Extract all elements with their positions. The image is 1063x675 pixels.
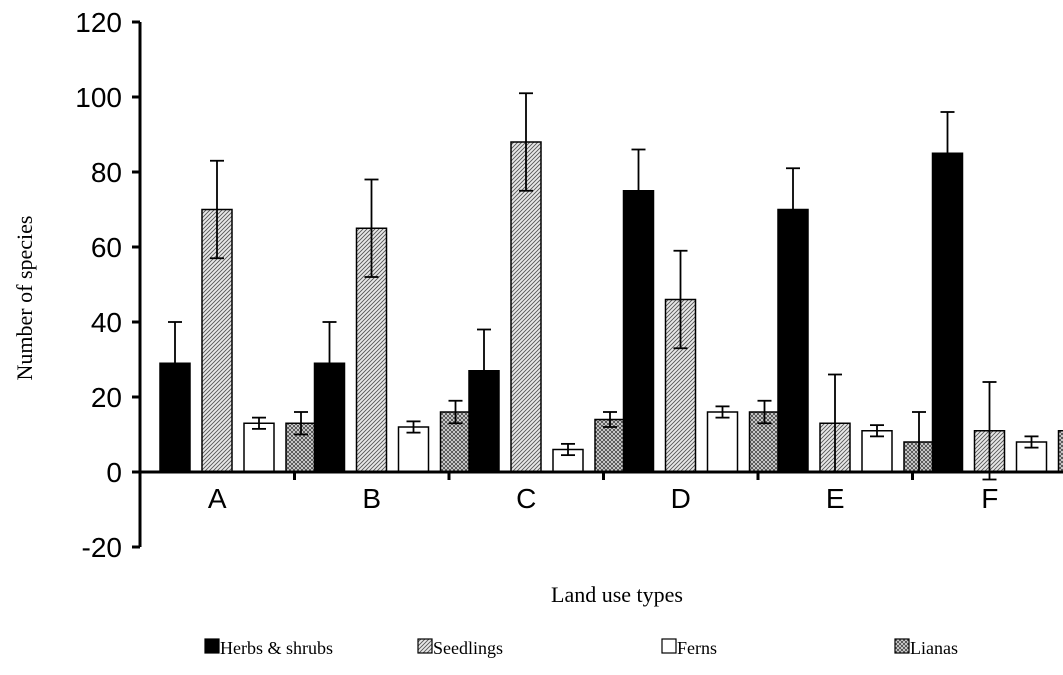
error-bar bbox=[982, 381, 997, 481]
legend-label: Herbs & shrubs bbox=[220, 638, 333, 658]
error-bar bbox=[561, 442, 575, 457]
legend-item: Lianas bbox=[894, 638, 958, 658]
error-bar bbox=[168, 321, 182, 406]
error-bar bbox=[322, 321, 337, 406]
y-tick-label: 80 bbox=[91, 157, 122, 188]
bar-ferns-b bbox=[397, 426, 430, 473]
error-bar bbox=[210, 159, 224, 260]
legend-swatch bbox=[417, 638, 433, 654]
category-label: C bbox=[516, 483, 536, 514]
y-axis: -20 0 20 40 60 80 100 120 bbox=[75, 7, 142, 563]
legend-item: Herbs & shrubs bbox=[204, 638, 333, 658]
legend-label: Lianas bbox=[910, 638, 958, 658]
category-label: D bbox=[671, 483, 691, 514]
legend-label: Ferns bbox=[677, 638, 717, 658]
error-bar bbox=[715, 405, 730, 419]
error-bar bbox=[406, 420, 421, 434]
y-axis-title: Number of species bbox=[12, 216, 37, 381]
error-bar bbox=[252, 416, 266, 430]
bar-ferns-a bbox=[243, 422, 275, 473]
category-label: A bbox=[208, 483, 227, 514]
y-tick-label: 40 bbox=[91, 307, 122, 338]
error-bar bbox=[673, 249, 688, 350]
error-bar bbox=[519, 92, 533, 192]
y-tick-label: -20 bbox=[82, 532, 122, 563]
error-bar bbox=[631, 148, 646, 233]
legend: Herbs & shrubs Seedlings Ferns Lianas bbox=[204, 638, 958, 658]
error-bar bbox=[603, 411, 617, 428]
x-axis: A B C D E F bbox=[140, 470, 1063, 514]
y-tick-label: 0 bbox=[106, 457, 122, 488]
bar-lianas-f bbox=[1057, 430, 1063, 473]
error-bar bbox=[294, 411, 308, 436]
category-label: F bbox=[981, 483, 998, 514]
legend-item: Seedlings bbox=[417, 638, 503, 658]
error-bar bbox=[477, 328, 491, 413]
error-bar bbox=[940, 111, 955, 196]
error-bar bbox=[786, 167, 800, 252]
legend-label: Seedlings bbox=[433, 638, 503, 658]
x-axis-title: Land use types bbox=[551, 582, 683, 607]
legend-swatch bbox=[894, 638, 910, 654]
y-tick-label: 60 bbox=[91, 232, 122, 263]
error-bar bbox=[757, 399, 772, 425]
legend-item: Ferns bbox=[661, 638, 717, 658]
legend-swatch bbox=[204, 638, 220, 654]
legend-swatch bbox=[661, 638, 677, 654]
category-label: B bbox=[362, 483, 381, 514]
error-bar bbox=[448, 399, 463, 425]
bar-herbs-shrubs-d bbox=[622, 190, 655, 473]
error-bar bbox=[364, 178, 379, 278]
y-tick-label: 120 bbox=[75, 7, 122, 38]
y-tick-label: 100 bbox=[75, 82, 122, 113]
plot-area bbox=[159, 92, 1063, 481]
y-tick-label: 20 bbox=[91, 382, 122, 413]
bar-ferns-d bbox=[706, 411, 739, 473]
bar-herbs-shrubs-f bbox=[931, 152, 964, 473]
error-bar bbox=[870, 424, 884, 438]
category-label: E bbox=[826, 483, 845, 514]
error-bar bbox=[1024, 435, 1039, 449]
